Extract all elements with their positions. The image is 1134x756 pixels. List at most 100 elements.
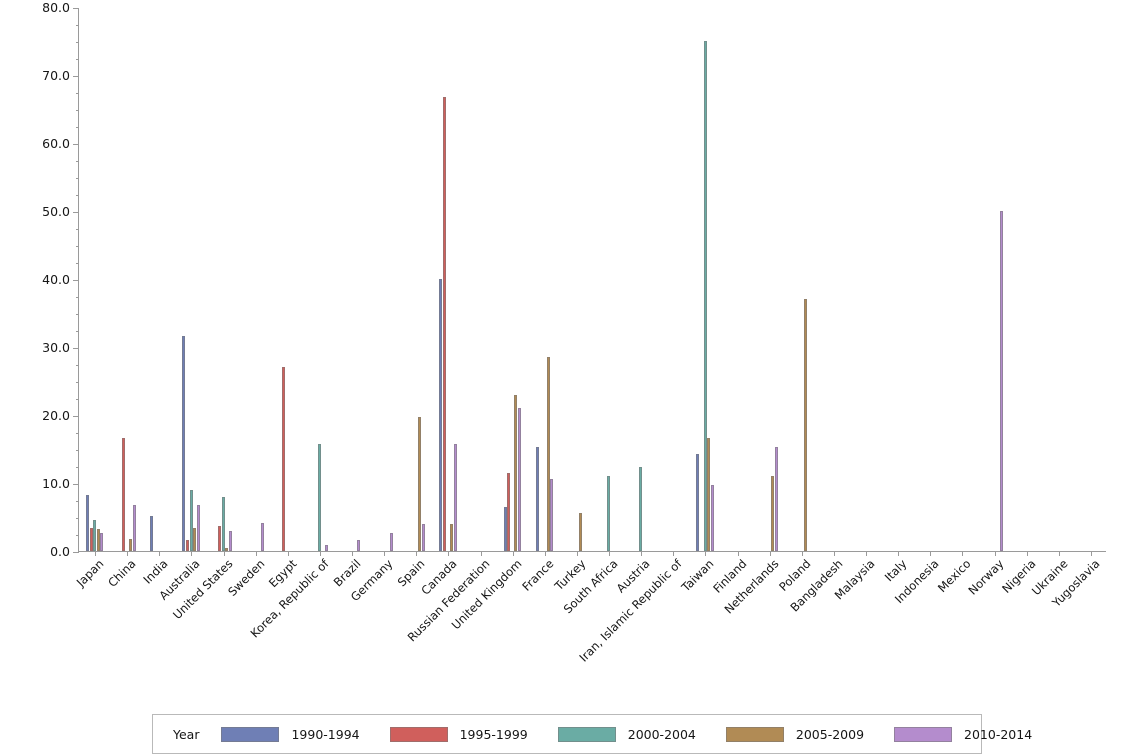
bar bbox=[450, 524, 454, 551]
x-axis-tick bbox=[1058, 552, 1060, 556]
y-axis-tick-label: 20.0 bbox=[42, 408, 70, 423]
x-axis-tick bbox=[255, 552, 257, 556]
legend-color-swatch bbox=[557, 726, 616, 742]
legend-label: 2005-2009 bbox=[795, 726, 865, 742]
bar bbox=[453, 443, 457, 551]
legend-color-swatch bbox=[725, 726, 784, 742]
x-axis-tick bbox=[641, 552, 643, 556]
y-axis-minor-tick bbox=[75, 42, 79, 43]
bar bbox=[775, 446, 779, 551]
y-axis-tick bbox=[73, 212, 79, 213]
y-axis-tick-label: 60.0 bbox=[42, 136, 70, 151]
x-axis-tick bbox=[448, 552, 450, 556]
bar bbox=[93, 520, 97, 551]
bar bbox=[261, 523, 265, 551]
bar bbox=[535, 446, 539, 551]
y-axis-minor-tick bbox=[75, 535, 79, 536]
y-axis-tick bbox=[73, 144, 79, 145]
y-axis-minor-tick bbox=[75, 399, 79, 400]
bar bbox=[89, 527, 93, 551]
bar bbox=[696, 453, 700, 551]
x-axis-tick bbox=[512, 552, 514, 556]
y-axis-tick bbox=[73, 280, 79, 281]
x-axis-tick bbox=[1090, 552, 1092, 556]
legend-item[interactable]: 1990-1994 bbox=[221, 726, 360, 742]
bar bbox=[999, 211, 1003, 551]
bar bbox=[196, 504, 200, 551]
x-axis-tick bbox=[801, 552, 803, 556]
bar bbox=[150, 516, 154, 551]
legend-item[interactable]: 2010-2014 bbox=[894, 726, 1033, 742]
x-axis-tick bbox=[127, 552, 129, 556]
y-axis-minor-tick bbox=[75, 365, 79, 366]
x-axis-tick bbox=[287, 552, 289, 556]
y-axis-minor-tick bbox=[75, 93, 79, 94]
legend-item[interactable]: 2005-2009 bbox=[725, 726, 865, 742]
bar bbox=[218, 525, 222, 551]
bar bbox=[578, 512, 582, 551]
y-axis-minor-tick bbox=[75, 195, 79, 196]
legend-color-swatch bbox=[221, 726, 280, 742]
x-axis-tick bbox=[384, 552, 386, 556]
y-axis-minor-tick bbox=[75, 25, 79, 26]
bar bbox=[518, 407, 522, 551]
bar bbox=[100, 533, 104, 551]
x-axis-tick bbox=[705, 552, 707, 556]
y-axis-tick-label: 0.0 bbox=[50, 544, 70, 559]
y-axis-tick-label: 70.0 bbox=[42, 68, 70, 83]
x-axis-tick bbox=[319, 552, 321, 556]
x-axis-tick bbox=[480, 552, 482, 556]
x-axis-tick bbox=[159, 552, 161, 556]
y-axis-minor-tick bbox=[75, 467, 79, 468]
y-axis-minor-tick bbox=[75, 263, 79, 264]
y-axis-minor-tick bbox=[75, 161, 79, 162]
y-axis-minor-tick bbox=[75, 297, 79, 298]
y-axis-minor-tick bbox=[75, 382, 79, 383]
bar bbox=[86, 494, 90, 551]
x-axis-tick bbox=[673, 552, 675, 556]
x-axis-tick bbox=[352, 552, 354, 556]
bar bbox=[193, 527, 197, 551]
bar bbox=[514, 394, 518, 551]
x-axis-tick bbox=[930, 552, 932, 556]
y-axis-minor-tick bbox=[75, 127, 79, 128]
bar bbox=[803, 299, 807, 551]
x-axis-tick bbox=[609, 552, 611, 556]
y-axis-tick bbox=[73, 552, 79, 553]
bar bbox=[439, 279, 443, 551]
y-axis-minor-tick bbox=[75, 501, 79, 502]
bar bbox=[318, 443, 322, 551]
x-axis-tick bbox=[866, 552, 868, 556]
bar bbox=[421, 523, 425, 551]
y-axis-tick bbox=[73, 484, 79, 485]
y-axis-tick-label: 30.0 bbox=[42, 340, 70, 355]
y-axis-minor-tick bbox=[75, 314, 79, 315]
bar bbox=[325, 544, 329, 551]
legend-item[interactable]: 1995-1999 bbox=[389, 726, 528, 742]
bar bbox=[357, 540, 361, 551]
y-axis-tick bbox=[73, 416, 79, 417]
legend-color-swatch bbox=[894, 726, 953, 742]
bar bbox=[639, 466, 643, 551]
x-axis-tick bbox=[1026, 552, 1028, 556]
bar bbox=[121, 438, 125, 551]
y-axis-minor-tick bbox=[75, 246, 79, 247]
bar bbox=[221, 496, 225, 551]
y-axis-minor-tick bbox=[75, 178, 79, 179]
y-axis-tick-label: 10.0 bbox=[42, 476, 70, 491]
legend-label: 2010-2014 bbox=[964, 726, 1033, 742]
x-axis-tick bbox=[833, 552, 835, 556]
x-axis-tick bbox=[737, 552, 739, 556]
legend-label: 1995-1999 bbox=[459, 726, 528, 742]
bar bbox=[443, 97, 447, 551]
y-axis-tick-label: 40.0 bbox=[42, 272, 70, 287]
bar bbox=[707, 438, 711, 551]
legend-label: 1990-1994 bbox=[291, 726, 360, 742]
x-axis-tick bbox=[962, 552, 964, 556]
plot-area bbox=[73, 8, 1106, 556]
bar bbox=[389, 532, 393, 551]
bar bbox=[507, 472, 511, 551]
legend-title: Year bbox=[173, 726, 200, 742]
legend-item[interactable]: 2000-2004 bbox=[557, 726, 696, 742]
